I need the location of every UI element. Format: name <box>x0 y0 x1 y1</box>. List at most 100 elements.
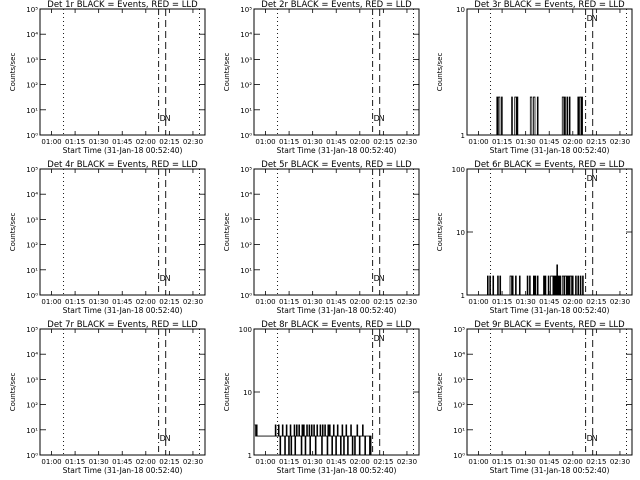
x-axis-label: Start Time (31-Jan-18 00:52:40) <box>277 146 397 155</box>
y-tick-label: 10 <box>243 389 252 397</box>
x-axis-label: Start Time (31-Jan-18 00:52:40) <box>490 306 610 315</box>
y-tick-label: 10³ <box>26 56 38 64</box>
y-axis-label: Counts/sec <box>436 53 444 92</box>
marker-label: N <box>379 274 385 283</box>
plot-frame <box>39 8 206 136</box>
x-tick-label: 02:00 <box>136 458 156 466</box>
x-tick-label: 01:00 <box>255 458 275 466</box>
y-axis-label: Counts/sec <box>436 373 444 412</box>
marker-label: D <box>587 14 593 23</box>
x-tick-label: 02:15 <box>159 138 179 146</box>
x-tick-label: 01:00 <box>255 298 275 306</box>
y-tick-label: 10¹ <box>26 107 38 115</box>
x-tick-label: 01:45 <box>326 298 346 306</box>
marker-label: D <box>160 114 166 123</box>
y-tick-label: 10² <box>240 82 252 90</box>
x-tick-label: 02:15 <box>586 298 606 306</box>
x-tick-label: 01:45 <box>539 138 559 146</box>
marker-label: D <box>374 274 380 283</box>
y-tick-label: 10⁴ <box>240 31 252 39</box>
y-tick-label: 10⁰ <box>26 132 38 140</box>
detector-panel-8: Det 8r BLACK = Events, RED = LLD 1 10 100 01… <box>223 320 420 475</box>
x-axis-label: Start Time (31-Jan-18 00:52:40) <box>277 466 397 475</box>
marker-label: D <box>374 334 380 343</box>
x-tick-label: 01:30 <box>89 298 109 306</box>
y-tick-label: 10⁰ <box>453 452 465 460</box>
y-tick-label: 10⁵ <box>240 6 252 14</box>
plot-frame <box>466 168 633 296</box>
x-tick-label: 01:45 <box>326 138 346 146</box>
x-tick-label: 02:00 <box>563 458 583 466</box>
x-tick-label: 01:15 <box>65 458 85 466</box>
x-tick-label: 01:15 <box>492 138 512 146</box>
y-axis-label: Counts/sec <box>223 213 231 252</box>
panel-title: Det 6r BLACK = Events, RED = LLD <box>474 160 625 170</box>
marker-label: N <box>592 434 598 443</box>
marker-label: D <box>160 434 166 443</box>
events-series-line <box>254 424 372 456</box>
x-tick-label: 02:00 <box>350 458 370 466</box>
x-tick-label: 02:15 <box>586 458 606 466</box>
plot-frame <box>466 8 633 136</box>
y-tick-label: 10¹ <box>453 427 465 435</box>
plot-frame <box>466 328 633 456</box>
detector-panel-7: Det 7r BLACK = Events, RED = LLD 10⁰ 10¹ 10… <box>9 320 206 475</box>
x-tick-label: 01:15 <box>492 458 512 466</box>
plot-frame <box>39 168 206 296</box>
panel-title: Det 3r BLACK = Events, RED = LLD <box>474 0 625 10</box>
y-tick-label: 100 <box>452 166 465 174</box>
x-tick-label: 01:15 <box>492 298 512 306</box>
y-axis-label: Counts/sec <box>9 213 17 252</box>
y-tick-label: 10² <box>240 242 252 250</box>
x-tick-label: 01:45 <box>326 458 346 466</box>
y-tick-label: 10⁵ <box>26 326 38 334</box>
y-tick-label: 10¹ <box>26 267 38 275</box>
y-axis-label: Counts/sec <box>223 53 231 92</box>
y-tick-label: 10¹ <box>240 107 252 115</box>
y-tick-label: 10⁴ <box>240 191 252 199</box>
x-tick-label: 01:30 <box>89 458 109 466</box>
marker-label: N <box>592 174 598 183</box>
y-tick-label: 10⁴ <box>453 351 465 359</box>
y-axis-label: Counts/sec <box>9 53 17 92</box>
x-tick-label: 02:15 <box>586 138 606 146</box>
detector-panel-2: Det 2r BLACK = Events, RED = LLD 10⁰ 10¹ 10… <box>223 0 420 155</box>
y-tick-label: 10² <box>26 402 38 410</box>
y-tick-label: 10⁵ <box>26 166 38 174</box>
x-tick-label: 02:30 <box>397 138 417 146</box>
x-tick-label: 02:15 <box>373 298 393 306</box>
marker-label: N <box>379 334 385 343</box>
y-tick-label: 10² <box>26 242 38 250</box>
x-tick-label: 01:30 <box>89 138 109 146</box>
y-tick-label: 10⁵ <box>26 6 38 14</box>
marker-label: N <box>165 434 171 443</box>
x-tick-label: 01:45 <box>539 298 559 306</box>
x-tick-label: 01:30 <box>303 298 323 306</box>
y-tick-label: 10¹ <box>26 427 38 435</box>
y-axis-label: Counts/sec <box>9 373 17 412</box>
x-tick-label: 01:45 <box>539 458 559 466</box>
x-axis-label: Start Time (31-Jan-18 00:52:40) <box>490 466 610 475</box>
y-tick-label: 10⁵ <box>453 326 465 334</box>
y-tick-label: 10 <box>456 229 465 237</box>
y-tick-label: 100 <box>239 326 252 334</box>
x-tick-label: 02:00 <box>563 138 583 146</box>
x-tick-label: 02:30 <box>183 458 203 466</box>
x-tick-label: 01:45 <box>112 458 132 466</box>
x-tick-label: 02:15 <box>159 458 179 466</box>
y-tick-label: 10³ <box>453 376 465 384</box>
y-tick-label: 10 <box>456 6 465 14</box>
x-axis-label: Start Time (31-Jan-18 00:52:40) <box>63 466 183 475</box>
x-tick-label: 01:00 <box>41 458 61 466</box>
x-tick-label: 02:15 <box>373 138 393 146</box>
panel-title: Det 1r BLACK = Events, RED = LLD <box>47 0 198 10</box>
x-tick-label: 01:45 <box>112 138 132 146</box>
x-tick-label: 01:30 <box>516 298 536 306</box>
marker-label: D <box>587 174 593 183</box>
x-tick-label: 02:15 <box>159 298 179 306</box>
marker-label: N <box>165 274 171 283</box>
marker-label: N <box>165 114 171 123</box>
plot-frame <box>39 328 206 456</box>
marker-label: D <box>374 114 380 123</box>
